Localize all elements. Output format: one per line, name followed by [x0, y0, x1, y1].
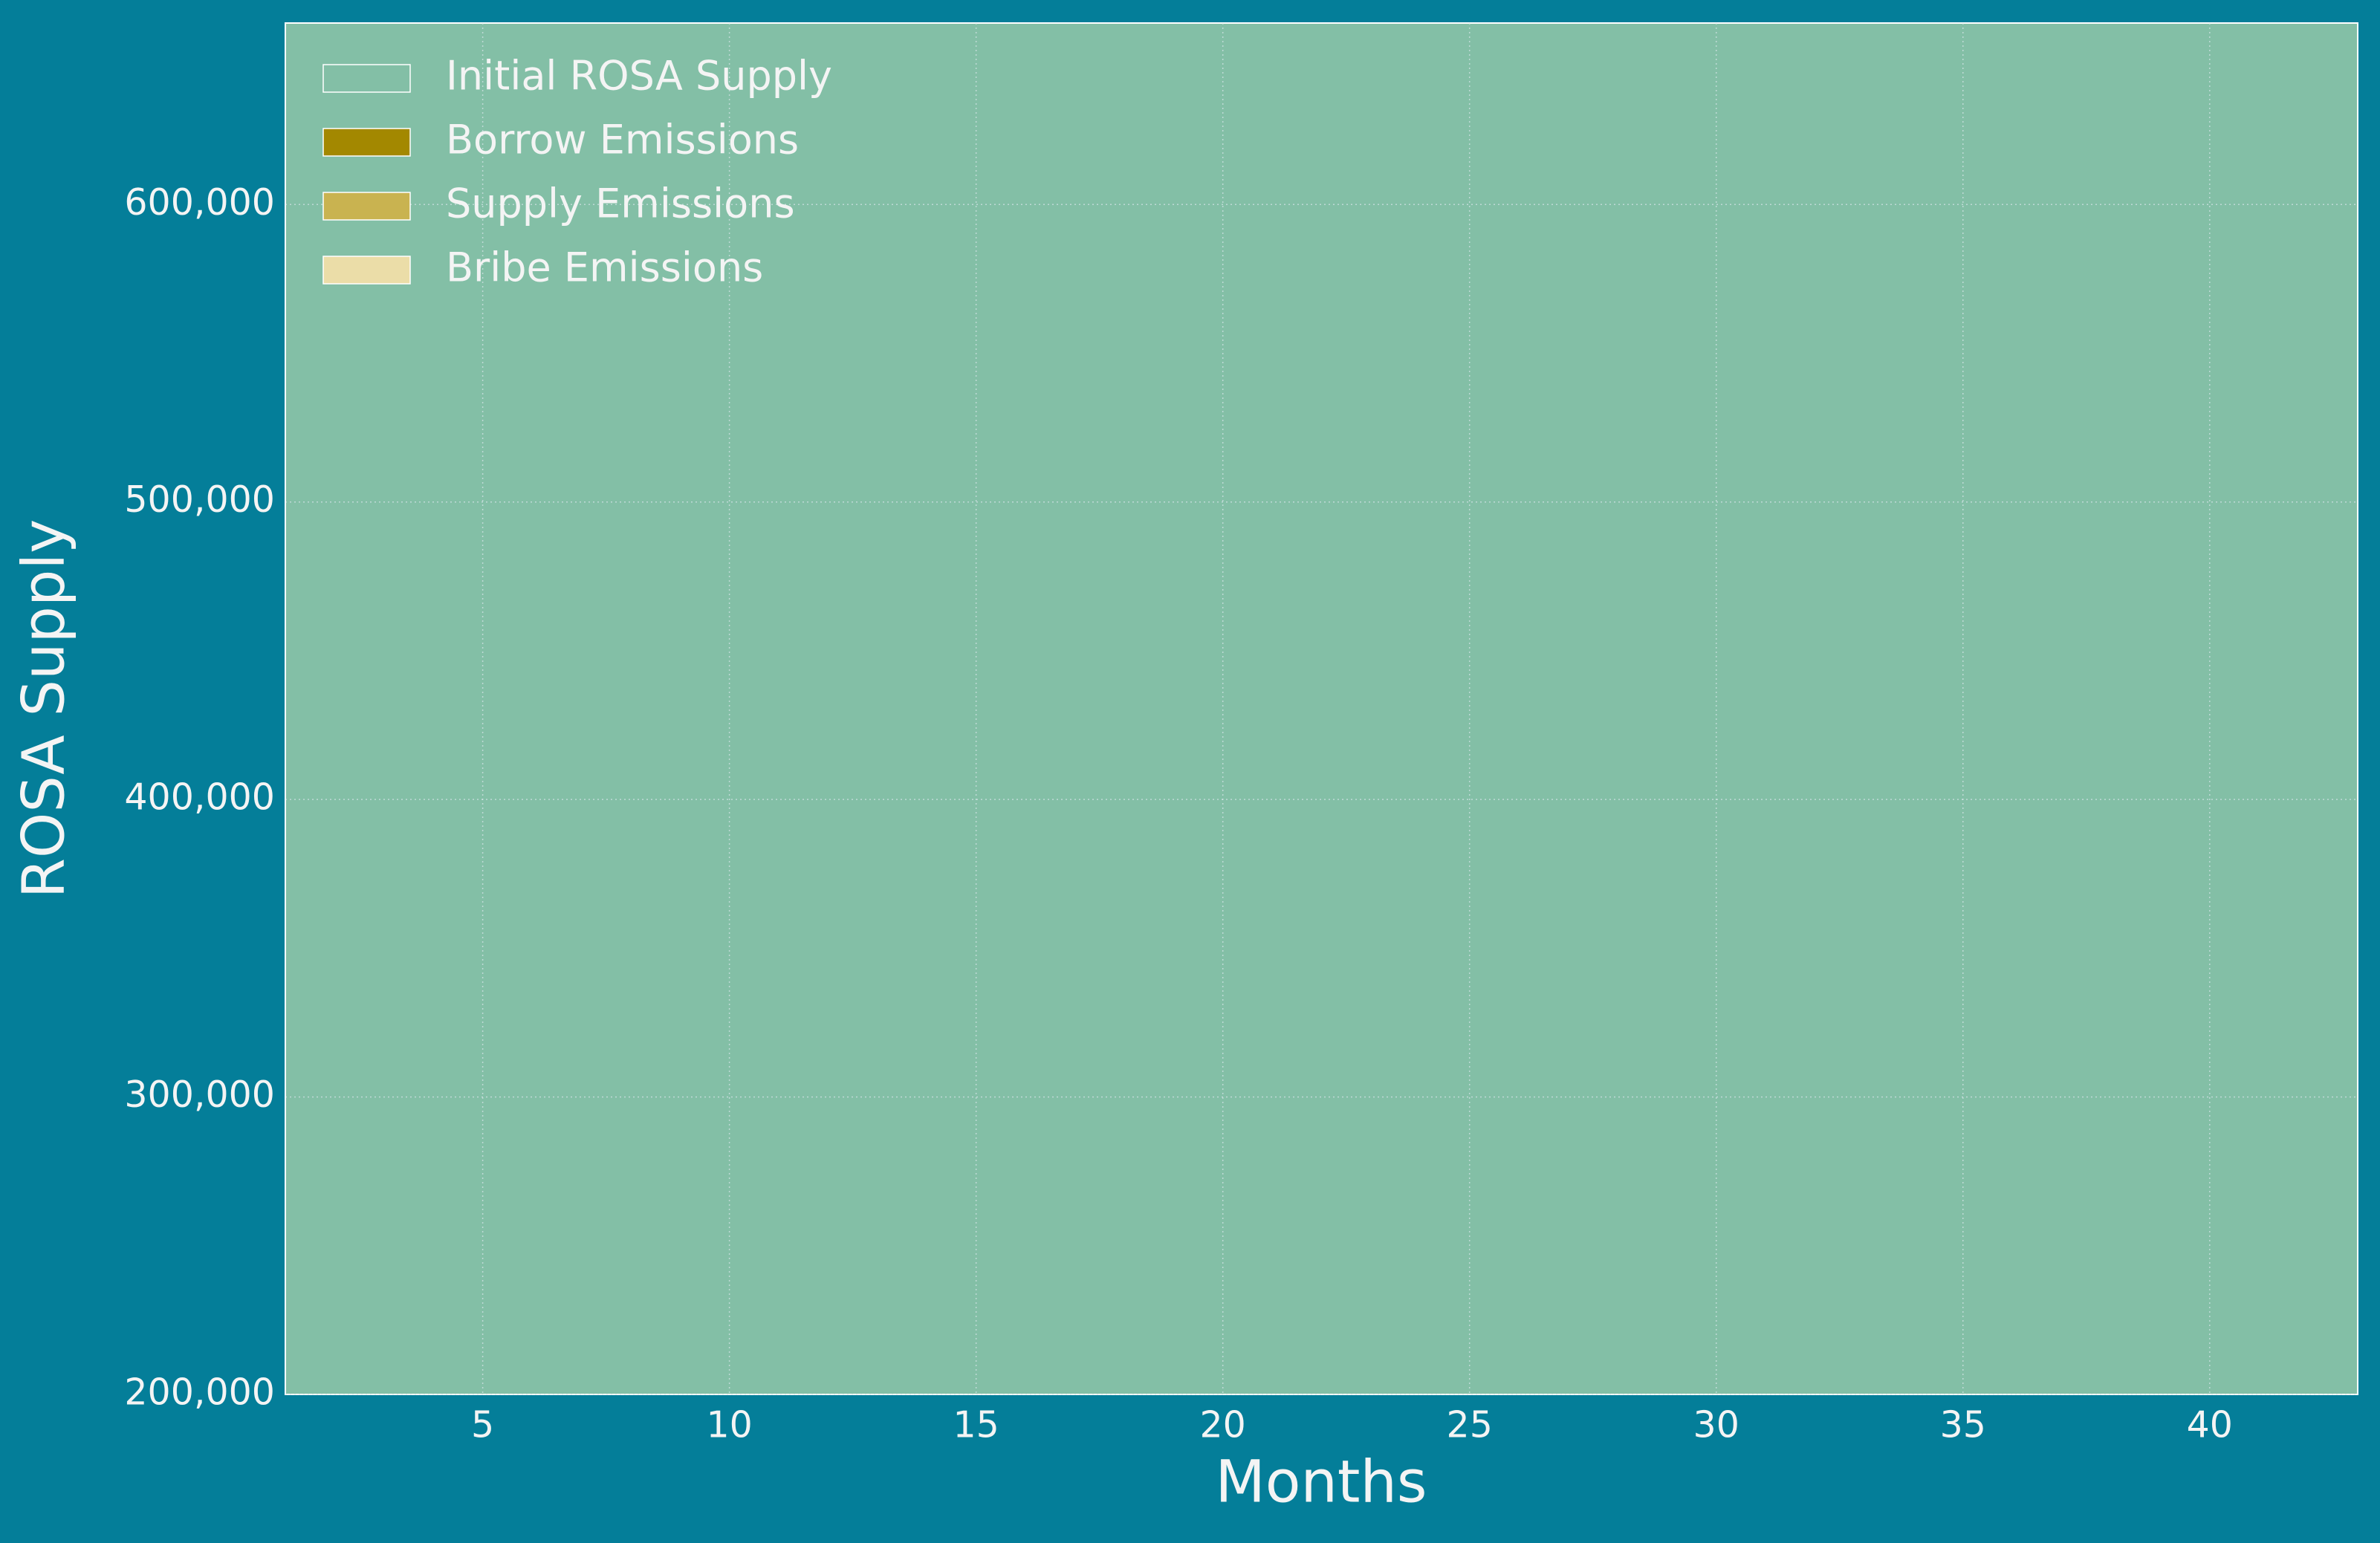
legend-label: Bribe Emissions: [446, 244, 763, 291]
y-tick-label: 200,000: [124, 1371, 275, 1414]
legend-swatch: [322, 128, 411, 157]
x-tick-label: 40: [2187, 1404, 2233, 1446]
legend-swatch: [322, 256, 411, 285]
y-tick-label: 600,000: [124, 181, 275, 224]
x-tick-label: 15: [953, 1404, 999, 1446]
legend-label: Borrow Emissions: [446, 117, 799, 163]
y-tick-label: 300,000: [124, 1073, 275, 1116]
x-tick-label: 25: [1447, 1404, 1493, 1446]
y-tick-label: 500,000: [124, 478, 275, 521]
x-tick-label: 5: [471, 1404, 494, 1446]
y-tick-label: 400,000: [124, 776, 275, 819]
x-tick-label: 35: [1940, 1404, 1986, 1446]
y-axis-label: ROSA Supply: [10, 519, 77, 899]
legend-swatch: [322, 192, 411, 221]
legend-swatch: [322, 64, 411, 93]
x-tick-label: 30: [1693, 1404, 1739, 1446]
legend-label: Supply Emissions: [446, 181, 795, 227]
x-axis-label: Months: [1215, 1449, 1427, 1516]
area: [285, 22, 2358, 1395]
x-tick-label: 20: [1200, 1404, 1246, 1446]
x-tick-label: 10: [706, 1404, 752, 1446]
legend-label: Initial ROSA Supply: [446, 53, 832, 100]
